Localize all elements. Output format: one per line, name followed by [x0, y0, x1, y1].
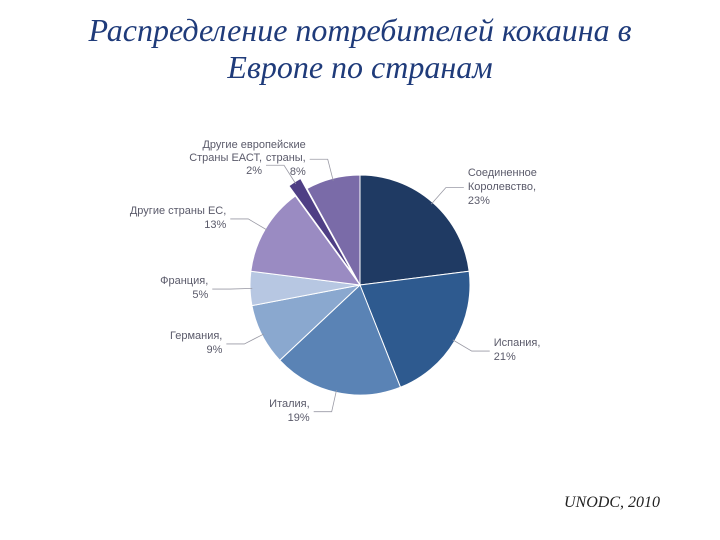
slice-label: Франция, 5%	[160, 275, 208, 303]
pie-chart: Соединенное Королевство, 23% Испания, 21%…	[0, 110, 720, 470]
source-citation: UNODC, 2010	[564, 494, 660, 512]
slice-label: Италия, 19%	[269, 398, 310, 426]
slide: Распределение потребителей кокаина в Евр…	[0, 0, 720, 540]
leader-line	[230, 219, 267, 230]
leader-line	[212, 288, 252, 289]
leader-line	[453, 340, 490, 351]
slice-label: Другие страны ЕС, 13%	[130, 205, 226, 233]
leader-line	[314, 390, 337, 411]
slice-label: Испания, 21%	[494, 337, 541, 365]
chart-title: Распределение потребителей кокаина в Евр…	[40, 12, 680, 86]
pie-slice	[360, 175, 469, 285]
leader-line	[226, 334, 264, 344]
slice-label: Германия, 9%	[170, 330, 222, 358]
leader-line	[431, 188, 464, 205]
leader-line	[310, 159, 333, 180]
slice-label: Соединенное Королевство, 23%	[468, 167, 537, 208]
slice-label: Другие европейские страны, 8%	[202, 139, 305, 180]
